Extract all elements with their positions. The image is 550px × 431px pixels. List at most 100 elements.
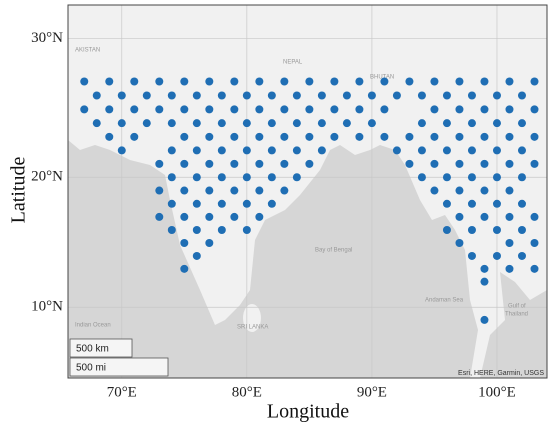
data-point — [455, 132, 464, 141]
data-point — [442, 91, 451, 100]
data-point — [430, 77, 439, 86]
data-point — [130, 132, 139, 141]
data-point — [330, 132, 339, 141]
data-point — [442, 225, 451, 234]
data-point — [280, 77, 289, 86]
data-point — [230, 212, 239, 221]
data-point — [305, 105, 314, 114]
data-point — [192, 199, 201, 208]
data-point — [405, 159, 414, 168]
data-point — [505, 212, 514, 221]
data-point — [167, 91, 176, 100]
data-point — [342, 91, 351, 100]
data-point — [455, 77, 464, 86]
data-point — [292, 119, 301, 128]
data-point — [467, 91, 476, 100]
data-point — [455, 159, 464, 168]
data-point — [192, 91, 201, 100]
data-point — [380, 132, 389, 141]
data-point — [230, 132, 239, 141]
data-point — [355, 132, 364, 141]
data-point — [480, 77, 489, 86]
data-point — [467, 225, 476, 234]
y-tick-label: 30°N — [31, 30, 63, 46]
data-point — [480, 277, 489, 286]
data-point — [167, 119, 176, 128]
data-point — [430, 186, 439, 195]
data-point — [342, 119, 351, 128]
data-point — [255, 105, 264, 114]
data-point — [442, 119, 451, 128]
data-point — [430, 105, 439, 114]
data-point — [230, 105, 239, 114]
map-label: Thailand — [505, 312, 528, 318]
data-point — [205, 186, 214, 195]
data-point — [442, 199, 451, 208]
scale-label: 500 mi — [76, 363, 106, 374]
data-point — [155, 159, 164, 168]
data-point — [530, 77, 539, 86]
data-point — [480, 105, 489, 114]
map-label: AKISTAN — [75, 48, 100, 54]
data-point — [205, 77, 214, 86]
data-point — [242, 199, 251, 208]
data-point — [480, 315, 489, 324]
data-point — [205, 238, 214, 247]
data-point — [505, 186, 514, 195]
data-point — [417, 119, 426, 128]
data-point — [117, 91, 126, 100]
data-point — [392, 146, 401, 155]
x-axis-title: Longitude — [267, 401, 349, 423]
data-point — [480, 159, 489, 168]
data-point — [92, 119, 101, 128]
data-point — [417, 91, 426, 100]
data-point — [367, 119, 376, 128]
scale-box — [69, 338, 133, 358]
map-label: Andaman Sea — [425, 298, 464, 304]
data-point — [505, 159, 514, 168]
data-point — [517, 146, 526, 155]
data-point — [455, 105, 464, 114]
data-point — [405, 77, 414, 86]
data-point — [217, 173, 226, 182]
data-point — [480, 132, 489, 141]
data-point — [405, 132, 414, 141]
data-point — [455, 186, 464, 195]
data-point — [492, 91, 501, 100]
map-label: Bay of Bengal — [315, 248, 352, 254]
data-point — [467, 146, 476, 155]
data-point — [492, 146, 501, 155]
x-tick-label: 70°E — [107, 384, 137, 400]
data-point — [367, 91, 376, 100]
map-label: BHUTAN — [370, 75, 394, 81]
data-point — [255, 132, 264, 141]
data-point — [267, 146, 276, 155]
data-point — [517, 91, 526, 100]
data-point — [142, 119, 151, 128]
data-point — [255, 212, 264, 221]
data-point — [380, 77, 389, 86]
data-point — [242, 225, 251, 234]
data-point — [417, 173, 426, 182]
attribution: Esri, HERE, Garmin, USGS — [458, 370, 544, 377]
data-point — [230, 77, 239, 86]
data-point — [167, 199, 176, 208]
data-point — [492, 251, 501, 260]
scale-bar: 500 km 500 mi — [69, 338, 169, 377]
data-point — [530, 212, 539, 221]
data-point — [155, 186, 164, 195]
data-point — [530, 105, 539, 114]
data-point — [455, 212, 464, 221]
data-point — [467, 251, 476, 260]
data-point — [530, 159, 539, 168]
sri-lanka — [243, 304, 261, 332]
data-point — [442, 173, 451, 182]
data-point — [180, 186, 189, 195]
scale-label: 500 km — [76, 344, 109, 355]
data-point — [292, 146, 301, 155]
data-point — [217, 225, 226, 234]
data-point — [180, 77, 189, 86]
data-point — [330, 77, 339, 86]
data-point — [505, 105, 514, 114]
